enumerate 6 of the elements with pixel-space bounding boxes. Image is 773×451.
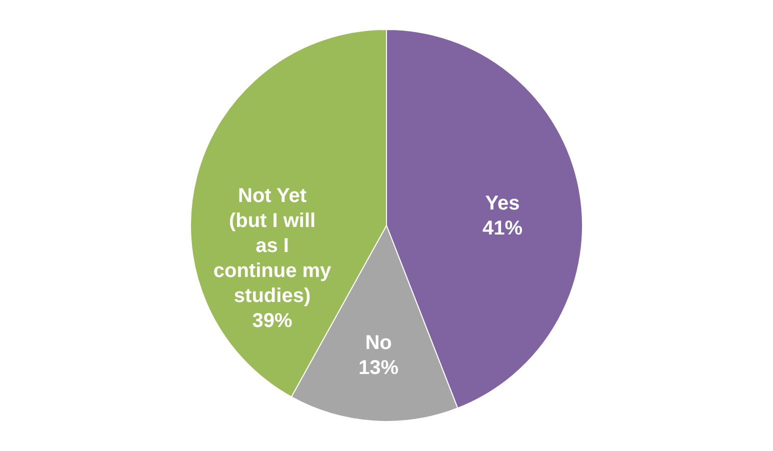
data-label: 13% — [358, 357, 399, 380]
slice-label: No — [365, 332, 392, 354]
slice-label: Yes — [485, 192, 520, 215]
data-label: 41% — [482, 218, 523, 240]
slice-label: Not Yet (but I will as I continue my studies) — [213, 184, 332, 307]
data-label: 39% — [252, 310, 292, 332]
